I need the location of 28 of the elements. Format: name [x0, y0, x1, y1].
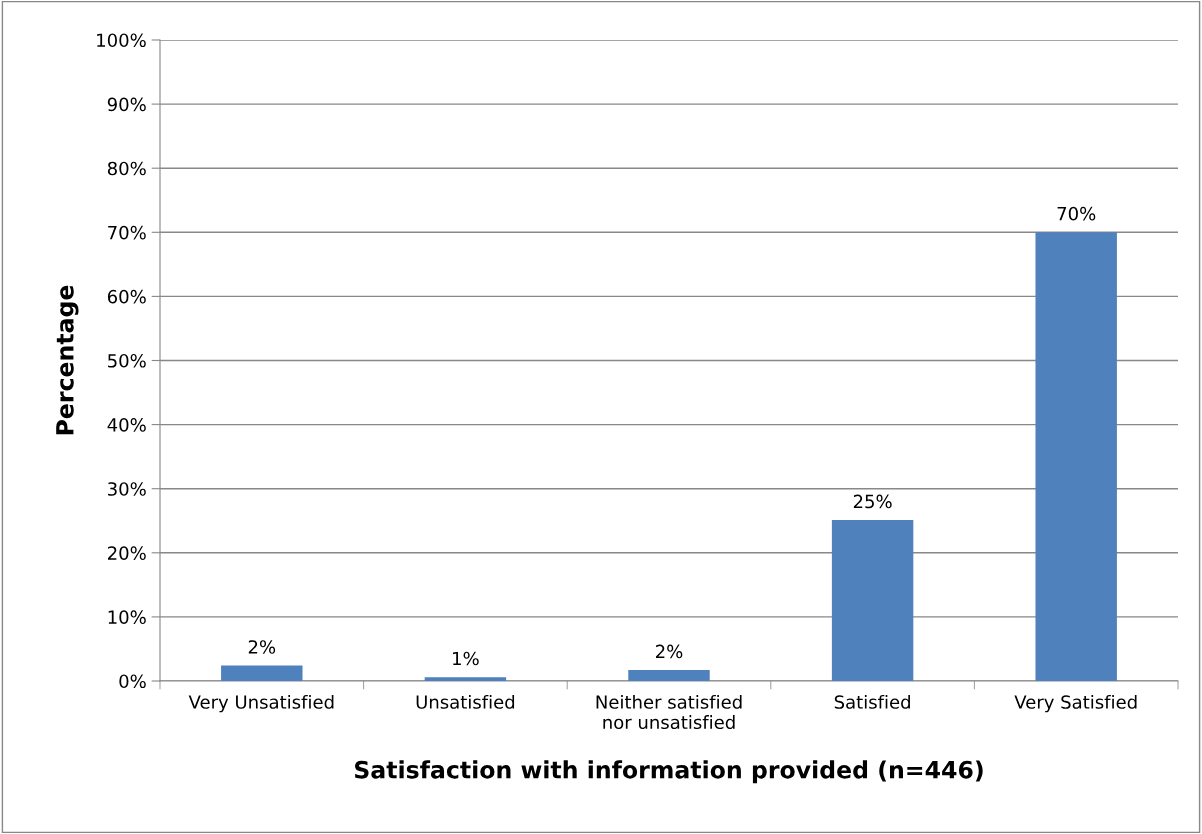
data-label: 1%: [453, 651, 479, 666]
data-label: 70%: [1057, 206, 1096, 221]
y-tick-label: 80%: [107, 161, 146, 176]
x-axis-title: Satisfaction with information provided (n=446): [355, 760, 983, 784]
bar: [424, 677, 507, 681]
data-label: 25%: [853, 494, 892, 509]
y-tick-label: 30%: [108, 482, 146, 496]
x-tick-label: Unsatisfied: [416, 694, 515, 709]
y-tick-label: 20%: [108, 546, 146, 560]
x-tick-label: Very Satisfied: [1014, 694, 1137, 713]
data-label: 2%: [656, 644, 683, 659]
y-tick-label: 60%: [107, 289, 146, 304]
bar: [221, 665, 303, 681]
y-tick-label: 0%: [119, 674, 146, 689]
x-tick-label: Very Unsatisfied: [188, 694, 334, 713]
x-tick-label: Neither satisfied nor unsatisfied: [596, 694, 742, 730]
y-tick-label: 10%: [108, 610, 146, 625]
x-tick-label: Satisfied: [834, 694, 910, 709]
data-label: 2%: [248, 640, 276, 654]
bar: [628, 670, 710, 681]
y-axis-title: Percentage: [56, 285, 79, 435]
y-tick-label: 40%: [107, 418, 146, 432]
y-tick-label: 70%: [108, 225, 146, 240]
y-tick-label: 100%: [97, 33, 146, 48]
y-tick-label: 90%: [107, 97, 146, 112]
y-tick-label: 50%: [108, 353, 146, 368]
bar: [831, 520, 914, 681]
bar: [1035, 232, 1117, 681]
